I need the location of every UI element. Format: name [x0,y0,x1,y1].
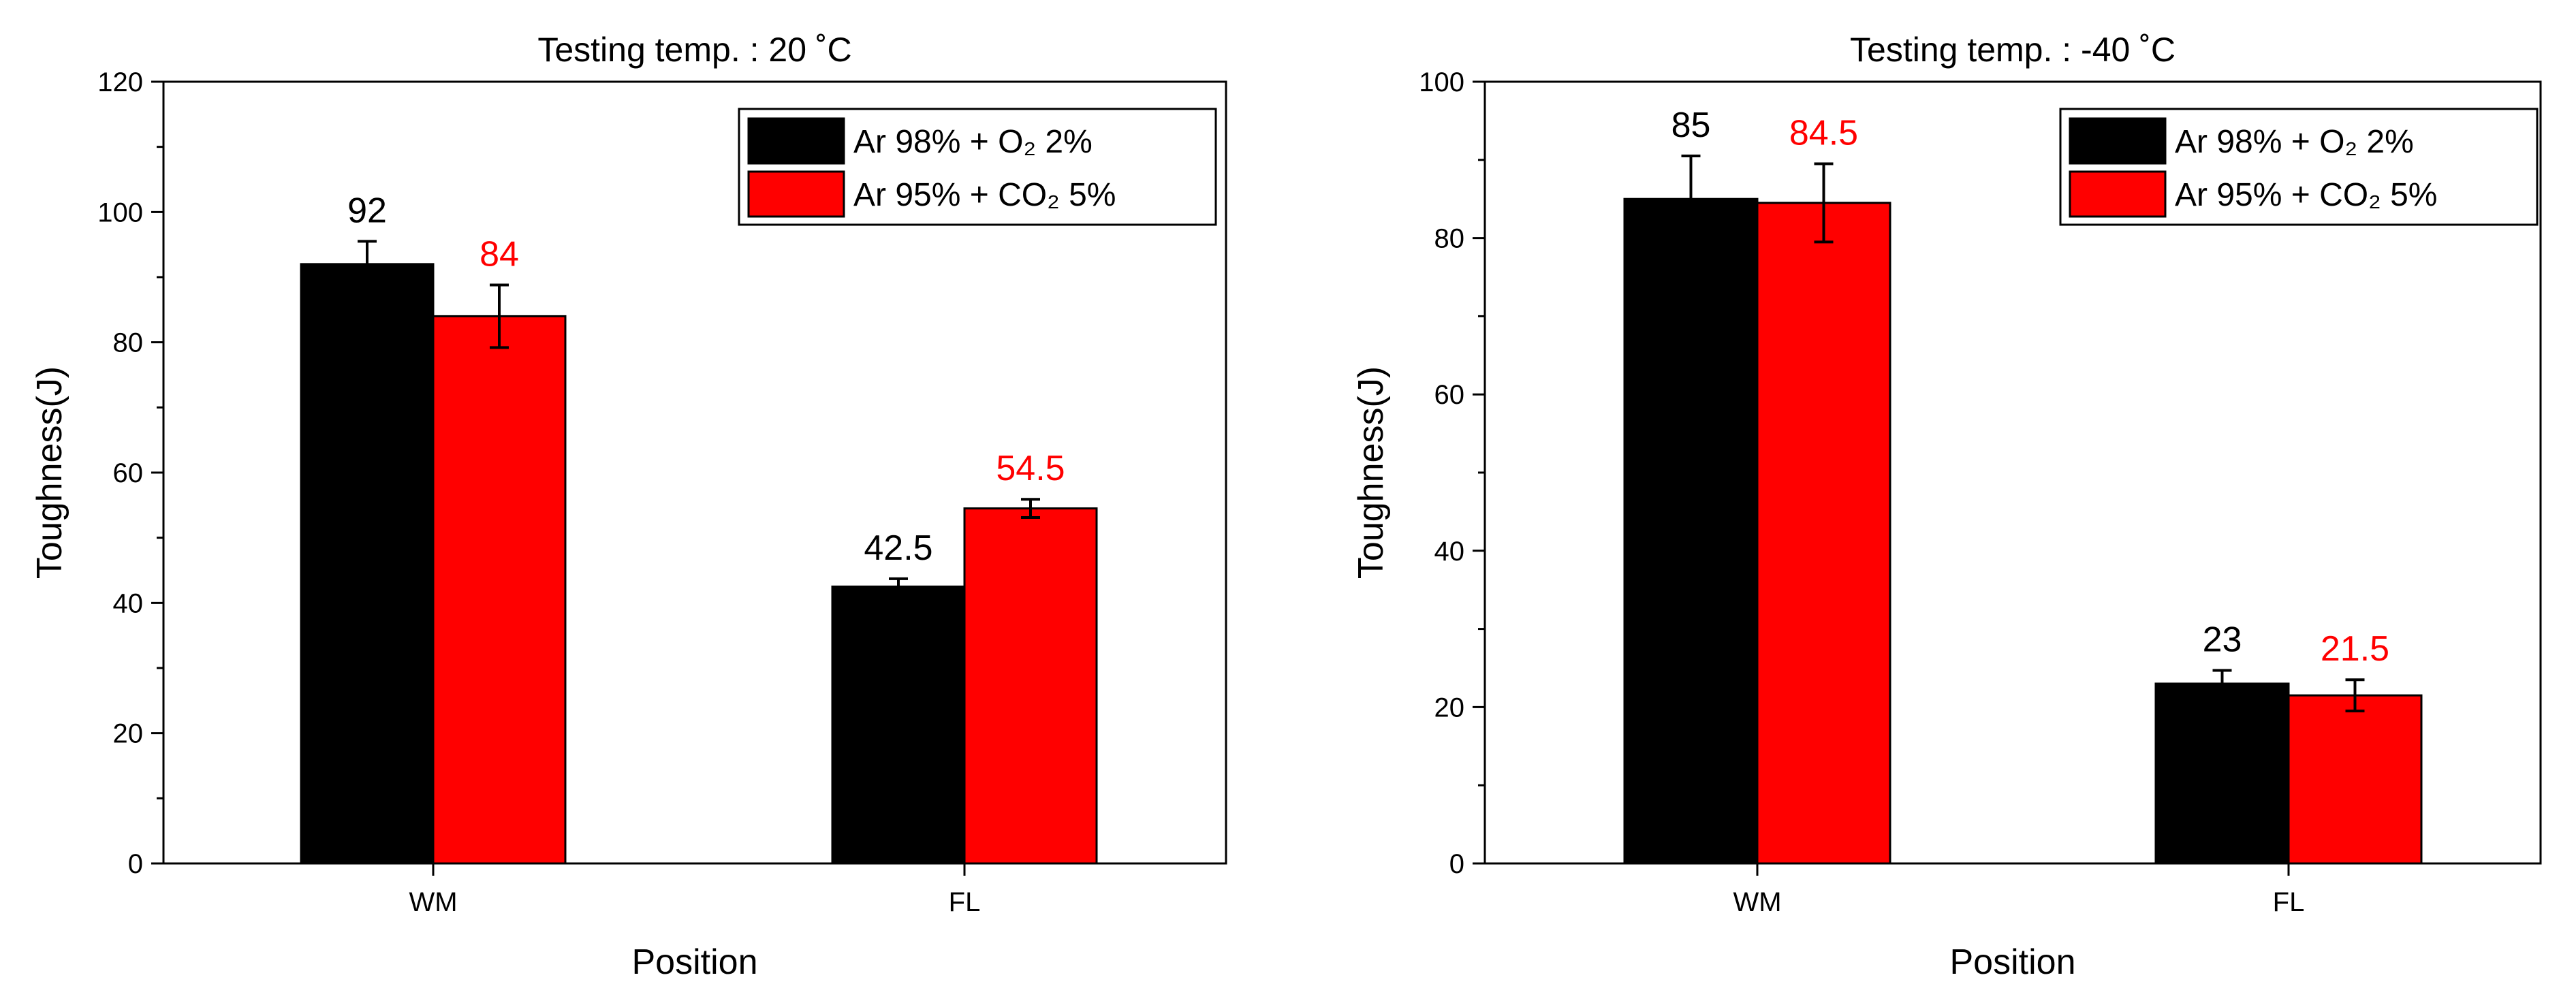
data-label: 85 [1671,106,1711,145]
legend-label: Ar 95% + CO₂ 5% [853,177,1116,213]
legend-swatch [2069,170,2167,218]
x-axis-title: Position [632,942,758,982]
x-tick-label: FL [949,887,981,917]
data-label: 84.5 [1789,114,1858,153]
chart-panel-2: Testing temp. : -40 ˚C 85 84.5 WM 23 21.5 FL 0 2… [1351,31,2542,982]
bar [300,263,435,865]
y-tick-label: 120 [97,67,143,97]
y-tick-label: 0 [128,849,143,879]
y-tick-label: 20 [113,719,144,749]
y-tick-label: 60 [113,458,144,488]
legend-label: Ar 95% + CO₂ 5% [2175,177,2437,213]
x-axis-title: Position [1950,942,2076,982]
chart-panel-1: Testing temp. : 20 ˚C 92 84 WM 42.5 54.5 FL 0 20… [30,31,1227,982]
y-tick-label: 60 [1434,380,1465,410]
bar [432,315,567,865]
y-axis-title: Toughness(J) [30,366,69,579]
y-tick-label: 80 [1434,224,1465,254]
bar [2154,682,2290,865]
bar [1756,202,1891,865]
data-label: 54.5 [996,449,1065,488]
x-tick-label: WM [409,887,457,917]
legend-swatch [747,170,845,218]
x-tick-label: FL [2273,887,2305,917]
chart-title: Testing temp. : 20 ˚C [537,31,851,69]
bar [963,507,1098,865]
bar [1623,197,1759,865]
bar [831,585,966,865]
legend-swatch [2069,117,2167,165]
plot-frame [162,80,1227,865]
plot-frame [1483,80,2542,865]
y-tick-label: 40 [1434,537,1465,567]
legend-swatch [747,117,845,165]
data-label: 23 [2203,620,2242,659]
bar [2287,694,2423,865]
legend-label: Ar 98% + O₂ 2% [2175,124,2414,160]
y-axis-title: Toughness(J) [1351,366,1391,579]
y-tick-label: 40 [113,588,144,618]
data-label: 92 [347,191,387,230]
data-label: 21.5 [2321,629,2389,669]
y-tick-label: 0 [1449,849,1464,879]
y-tick-label: 100 [1419,67,1464,97]
y-tick-label: 100 [97,197,143,227]
x-tick-label: WM [1733,887,1781,917]
y-tick-label: 20 [1434,693,1465,722]
legend-label: Ar 98% + O₂ 2% [853,124,1093,160]
data-label: 42.5 [864,528,932,568]
chart-title: Testing temp. : -40 ˚C [1850,31,2176,69]
data-label: 84 [480,234,519,274]
legend: Ar 98% + O₂ 2% Ar 95% + CO₂ 5% [2059,108,2539,226]
y-tick-label: 80 [113,328,144,358]
legend: Ar 98% + O₂ 2% Ar 95% + CO₂ 5% [738,108,1217,226]
